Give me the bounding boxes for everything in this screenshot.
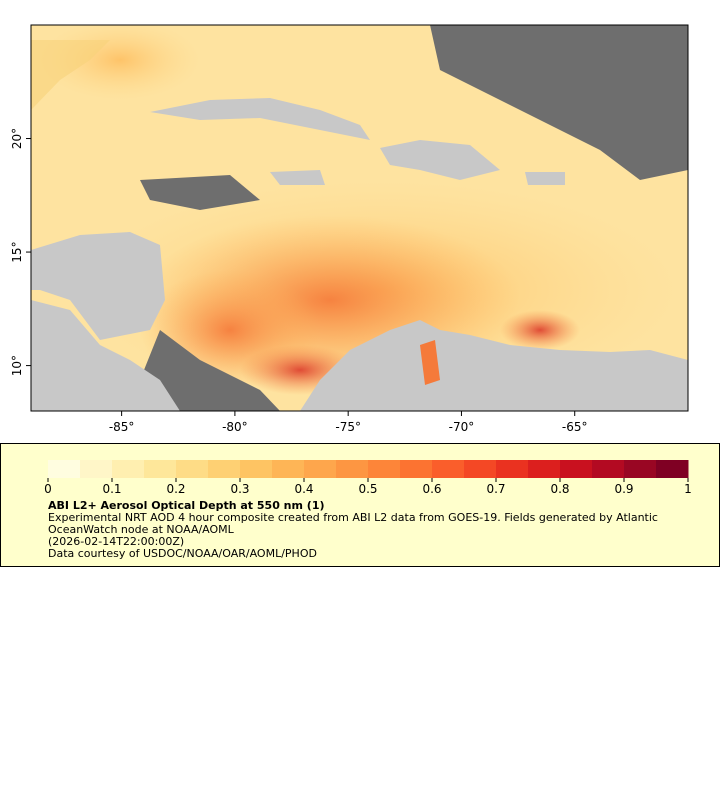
map-image: [31, 25, 688, 411]
aerosol-area: [500, 310, 580, 350]
colorbar-tick-label: 0.8: [550, 482, 569, 496]
legend-time: (2026-02-14T22:00:00Z): [48, 535, 185, 548]
colorbar-swatch: [80, 460, 113, 478]
land-lake: [420, 340, 440, 385]
colorbar-swatch: [272, 460, 305, 478]
cloud: [140, 330, 280, 411]
y-tick-label: 20°: [10, 128, 24, 149]
map-frame: [30, 24, 689, 412]
land-hispaniola: [380, 140, 500, 180]
colorbar-swatch: [464, 460, 497, 478]
colorbar-tick-label: 0.1: [102, 482, 121, 496]
colorbar-swatch: [560, 460, 593, 478]
legend-title-text: ABI L2+ Aerosol Optical Depth at 550 nm …: [48, 499, 325, 512]
colorbar-tick-label: 0.6: [422, 482, 441, 496]
x-tick-label: -70°: [449, 420, 475, 434]
colorbar-swatch: [48, 460, 81, 478]
cloud: [140, 175, 260, 210]
land-central-america: [31, 232, 165, 340]
colorbar-swatch: [624, 460, 657, 478]
colorbar-swatch: [240, 460, 273, 478]
legend-credit: Data courtesy of USDOC/NOAA/OAR/AOML/PHO…: [48, 547, 317, 560]
colorbar-swatch: [304, 460, 337, 478]
legend-description: Experimental NRT AOD 4 hour composite cr…: [48, 511, 658, 536]
colorbar-tick-label: 0.9: [614, 482, 633, 496]
colorbar-tick-label: 0.2: [166, 482, 185, 496]
colorbar-swatch: [368, 460, 401, 478]
colorbar-swatch: [528, 460, 561, 478]
colorbar-swatch: [112, 460, 145, 478]
x-tick-label: -85°: [109, 420, 135, 434]
legend-title: ABI L2+ Aerosol Optical Depth at 550 nm …: [48, 500, 688, 512]
colorbar-tick-label: 0.5: [358, 482, 377, 496]
land-central-america: [31, 300, 180, 411]
land-cuba: [150, 98, 370, 140]
legend-text: ABI L2+ Aerosol Optical Depth at 550 nm …: [48, 500, 688, 560]
x-tick-label: -75°: [335, 420, 361, 434]
cloud: [430, 25, 688, 180]
colorbar-swatch: [656, 460, 689, 478]
colorbar-swatch: [432, 460, 465, 478]
colorbar-swatch: [208, 460, 241, 478]
colorbar-swatch: [592, 460, 625, 478]
colorbar-tick-label: 0.3: [230, 482, 249, 496]
colorbar-swatch: [496, 460, 529, 478]
x-tick-label: -65°: [562, 420, 588, 434]
colorbar-swatch: [176, 460, 209, 478]
colorbar: 0 0.1 0.2 0.3 0.4 0.5 0.6 0.7 0.8 0.9 1: [44, 460, 692, 496]
y-tick-label: 15°: [10, 241, 24, 262]
colorbar-swatch: [336, 460, 369, 478]
land-yucatan: [31, 40, 110, 110]
y-tick-label: 10°: [10, 355, 24, 376]
colorbar-tick-label: 0.4: [294, 482, 313, 496]
x-tick-label: -80°: [222, 420, 248, 434]
colorbar-tick-label: 0.7: [486, 482, 505, 496]
axes: -85° -80° -75° -70° -65° 10° 15° 20°: [10, 128, 588, 434]
colorbar-tick-label: 0: [44, 482, 52, 496]
colorbar-tick-label: 1: [684, 482, 692, 496]
land-puerto-rico: [525, 172, 565, 185]
land-jamaica: [270, 170, 325, 185]
land-south-america: [300, 320, 688, 411]
colorbar-swatch: [144, 460, 177, 478]
colorbar-swatch: [400, 460, 433, 478]
